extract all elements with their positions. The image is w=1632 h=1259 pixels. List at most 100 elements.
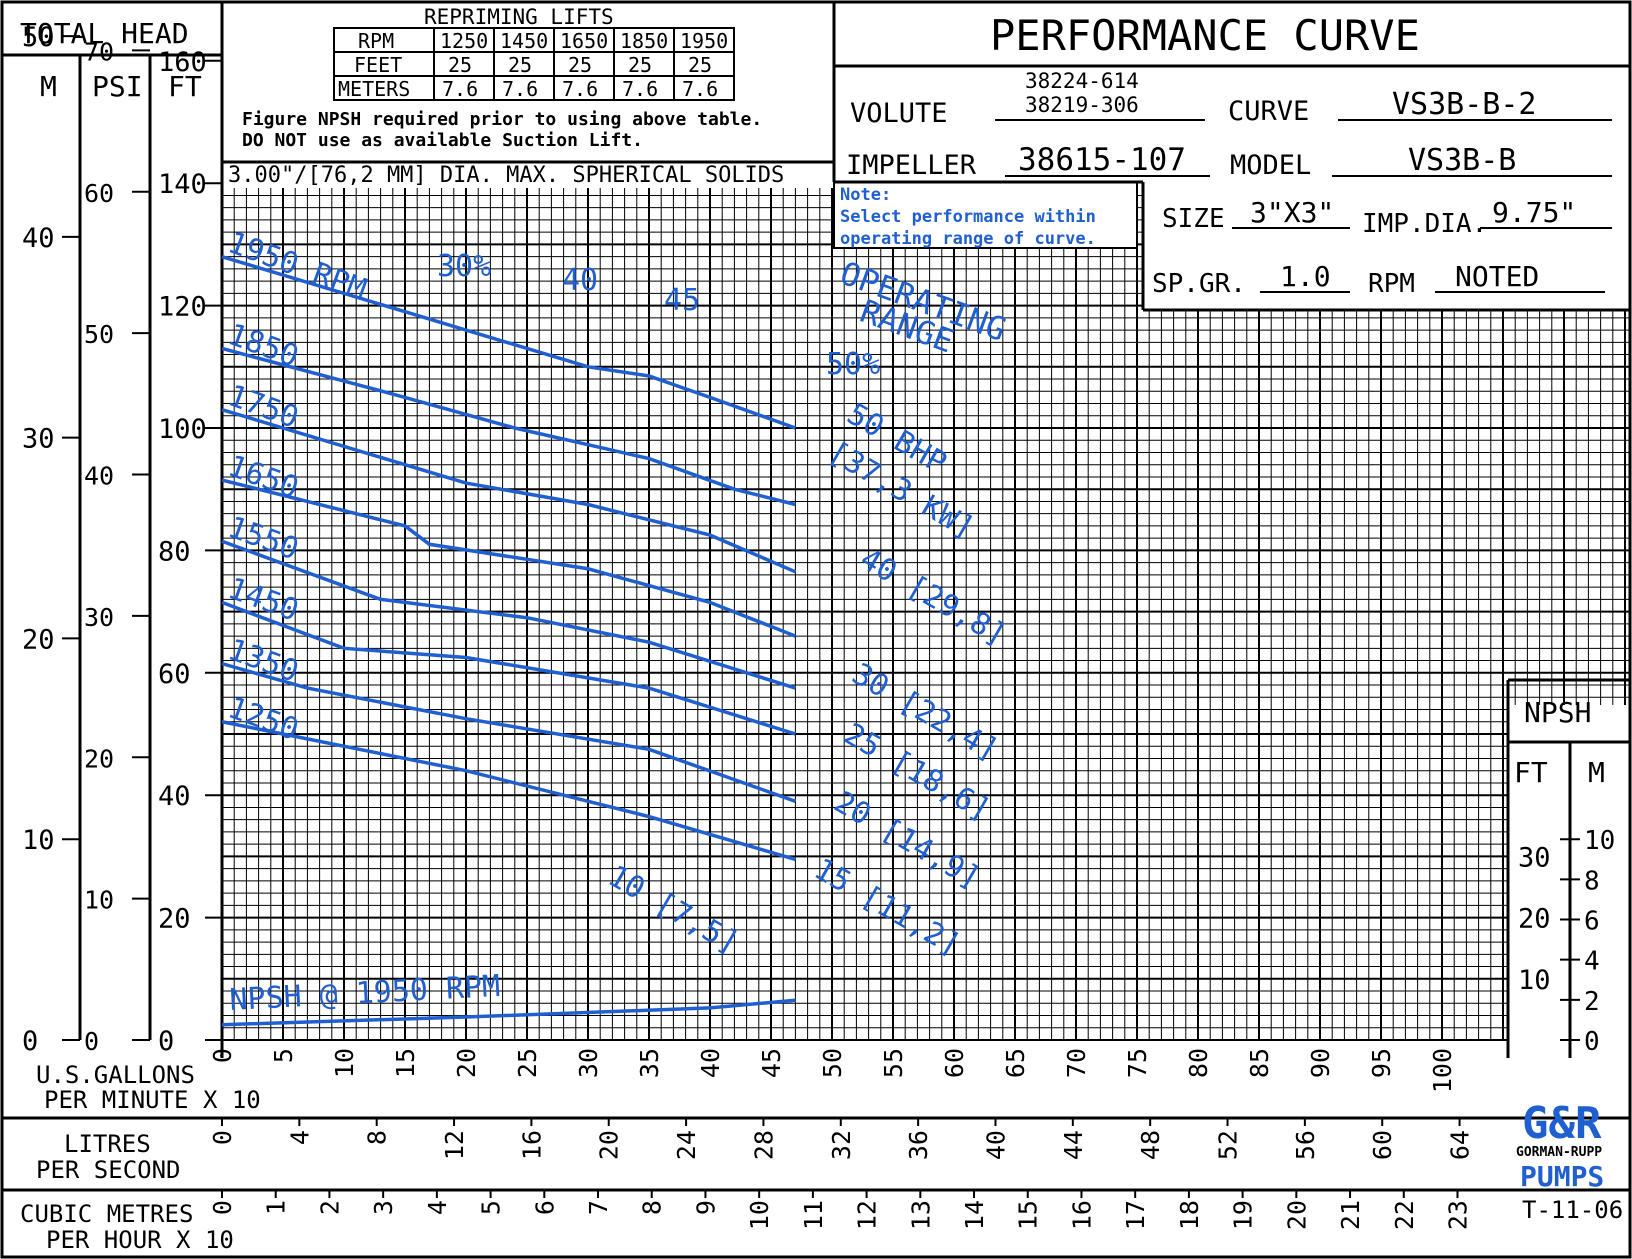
rpm-curve-label: 1350 — [223, 632, 303, 690]
npsh-m-tick-label: 4 — [1584, 947, 1600, 977]
y-tick-ft-label: 160 — [158, 47, 207, 78]
head-curve-line — [221, 600, 796, 736]
x-tick-gpm-label: 0 — [208, 1048, 237, 1063]
x-tick-lps-label: 0 — [208, 1130, 237, 1145]
x-tick-gpm-label: 40 — [696, 1048, 725, 1078]
x-tick-gpm-label: 35 — [635, 1048, 664, 1078]
x-tick-lps-label: 16 — [517, 1130, 546, 1160]
y-tick-ft-label: 20 — [158, 904, 191, 935]
x-tick-lps-label: 60 — [1368, 1130, 1397, 1160]
x-tick-gpm-label: 10 — [330, 1048, 359, 1078]
npsh-ft-tick-label: 20 — [1518, 904, 1551, 935]
y-tick-m-label: 20 — [22, 624, 55, 655]
x-tick-gpm-label: 30 — [574, 1048, 603, 1078]
solids-spec: 3.00"/[76,2 MM] DIA. MAX. SPHERICAL SOLI… — [228, 163, 784, 188]
x-tick-cmh-label: 10 — [745, 1200, 774, 1230]
npsh-ft-tick-label: 30 — [1518, 842, 1551, 873]
repriming-rpm-cell: 1250 — [440, 29, 488, 53]
npsh-curve-label: NPSH @ 1950 RPM — [229, 969, 501, 1018]
x-tick-lps-label: 56 — [1291, 1130, 1320, 1160]
repriming-rpm-label: RPM — [358, 29, 394, 53]
y-tick-ft-label: 120 — [158, 292, 207, 323]
size-label: SIZE — [1162, 204, 1225, 234]
head-curve-line — [221, 254, 796, 430]
impeller-value: 38615-107 — [1018, 142, 1186, 178]
y-tick-m-label: 0 — [22, 1026, 38, 1057]
y-tick-ft-label: 60 — [158, 659, 191, 690]
x-tick-gpm-label: 45 — [757, 1048, 786, 1078]
logo-name: GORMAN-RUPP — [1516, 1145, 1602, 1160]
repriming-meters-cell: 7.6 — [682, 77, 718, 101]
y-tick-m-label: 50 — [22, 22, 55, 53]
y-tick-m-label: 40 — [22, 223, 55, 254]
x-tick-gpm-label: 85 — [1245, 1048, 1274, 1078]
npsh-m-tick-label: 2 — [1584, 987, 1600, 1017]
head-curve-line — [221, 407, 797, 574]
x-tick-lps-label: 8 — [363, 1130, 392, 1145]
y-axis-ticks: 0204060801001201401601802002202402602803… — [22, 22, 222, 1057]
y-tick-ft-label: 40 — [158, 781, 191, 812]
y-tick-ft-label: 100 — [158, 414, 207, 445]
y-tick-ft-label: 140 — [158, 169, 207, 200]
y-tick-psi-label: 50 — [84, 320, 114, 349]
repriming-rpm-cell: 1850 — [620, 29, 668, 53]
y-tick-psi-label: 0 — [84, 1027, 99, 1056]
x-tick-cmh-label: 23 — [1443, 1200, 1472, 1230]
rpm-label: RPM — [1368, 269, 1415, 299]
efficiency-label: 50% — [826, 347, 880, 382]
x-tick-cmh-label: 22 — [1390, 1200, 1419, 1230]
repriming-meters-cell: 7.6 — [502, 77, 538, 101]
rpm-curve-label: 1550 — [223, 510, 303, 568]
x-tick-gpm-label: 65 — [1001, 1048, 1030, 1078]
x-tick-gpm-label: 70 — [1062, 1048, 1091, 1078]
y-tick-psi-label: 40 — [84, 462, 114, 491]
unit-m-label: M — [40, 70, 57, 103]
volute-value-2: 38219-306 — [1025, 93, 1139, 117]
note-line-3: operating range of curve. — [840, 229, 1096, 249]
impdia-value: 9.75" — [1492, 196, 1576, 229]
repriming-rpm-cell: 1950 — [680, 29, 728, 53]
repriming-feet-label: FEET — [354, 53, 402, 77]
spgr-label: SP.GR. — [1152, 269, 1246, 299]
efficiency-label: 40 — [562, 263, 598, 298]
rpm-value: NOTED — [1455, 260, 1539, 293]
efficiency-label: 30% — [437, 249, 491, 284]
cmh-axis-label-2: PER HOUR X 10 — [46, 1226, 234, 1254]
repriming-feet-cell: 25 — [448, 53, 472, 77]
cmh-axis-label-1: CUBIC METRES — [20, 1200, 193, 1228]
x-axis-ticks: 0 5 10 15 20 25 30 35 40 45 50 55 60 65 70 75 80 85 90 95 10… — [208, 1048, 1475, 1230]
repriming-rpm-cell: 1650 — [560, 29, 608, 53]
head-curve-line — [221, 346, 796, 507]
repriming-feet-cell: 25 — [688, 53, 712, 77]
gorman-rupp-logo: G&R GORMAN-RUPP PUMPS — [1516, 1098, 1604, 1193]
note-heading: Note: — [840, 185, 891, 205]
rpm-curve-label: 1650 — [223, 449, 303, 507]
x-tick-cmh-label: 2 — [315, 1200, 344, 1215]
x-tick-lps-label: 4 — [285, 1130, 314, 1145]
repriming-feet-cell: 25 — [568, 53, 592, 77]
y-tick-psi-label: 30 — [84, 603, 114, 632]
x-tick-gpm-label: 100 — [1428, 1048, 1457, 1093]
repriming-meters-cell: 7.6 — [562, 77, 598, 101]
volute-value-1: 38224-614 — [1025, 69, 1139, 93]
rpm-curve-label: 1450 — [223, 571, 303, 629]
head-curve-line — [221, 720, 796, 862]
head-curve-line — [221, 478, 797, 638]
x-tick-cmh-label: 12 — [853, 1200, 882, 1230]
npsh-m-tick-label: 10 — [1584, 826, 1615, 856]
x-tick-gpm-label: 55 — [879, 1048, 908, 1078]
x-tick-lps-label: 52 — [1214, 1130, 1243, 1160]
x-tick-cmh-label: 13 — [906, 1200, 935, 1230]
impdia-label: IMP.DIA. — [1362, 209, 1487, 239]
note-line-2: Select performance within — [840, 207, 1096, 227]
repriming-feet-cell: 25 — [628, 53, 652, 77]
repriming-meters-cell: 7.6 — [622, 77, 658, 101]
repriming-table — [333, 27, 735, 101]
x-tick-gpm-label: 95 — [1367, 1048, 1396, 1078]
npsh-note-line2: DO NOT use as available Suction Lift. — [242, 130, 643, 151]
x-tick-gpm-label: 50 — [818, 1048, 847, 1078]
x-tick-cmh-label: 9 — [691, 1200, 720, 1215]
x-tick-cmh-label: 20 — [1282, 1200, 1311, 1230]
x-tick-cmh-label: 15 — [1014, 1200, 1043, 1230]
